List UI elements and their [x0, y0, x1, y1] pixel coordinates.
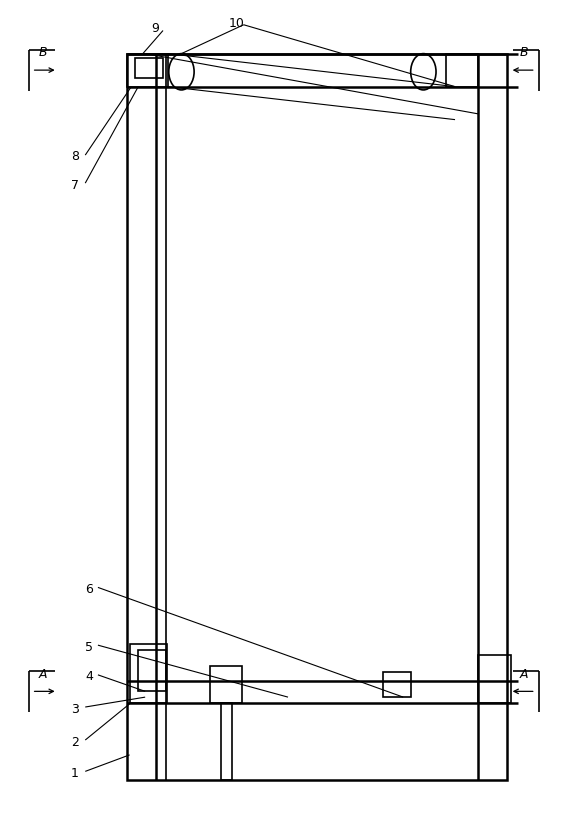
- Text: A: A: [39, 667, 47, 681]
- Text: B: B: [520, 46, 528, 59]
- Text: 5: 5: [85, 641, 93, 654]
- Bar: [446, 54, 478, 87]
- Text: 6: 6: [85, 583, 93, 596]
- Text: A: A: [520, 667, 528, 681]
- Text: 3: 3: [71, 703, 79, 716]
- Text: 8: 8: [71, 150, 79, 163]
- Bar: [135, 58, 163, 78]
- Bar: [383, 672, 411, 697]
- Bar: [130, 644, 167, 703]
- Text: 4: 4: [85, 670, 93, 683]
- Text: 1: 1: [71, 767, 79, 780]
- Text: 2: 2: [71, 736, 79, 749]
- Bar: [210, 666, 242, 703]
- Bar: [127, 54, 507, 780]
- Bar: [127, 54, 168, 87]
- Text: 9: 9: [151, 22, 160, 35]
- Bar: [478, 655, 511, 703]
- Bar: [221, 703, 232, 780]
- Text: 10: 10: [228, 16, 244, 30]
- Text: 7: 7: [71, 179, 79, 192]
- Text: B: B: [39, 46, 47, 59]
- Bar: [138, 650, 166, 691]
